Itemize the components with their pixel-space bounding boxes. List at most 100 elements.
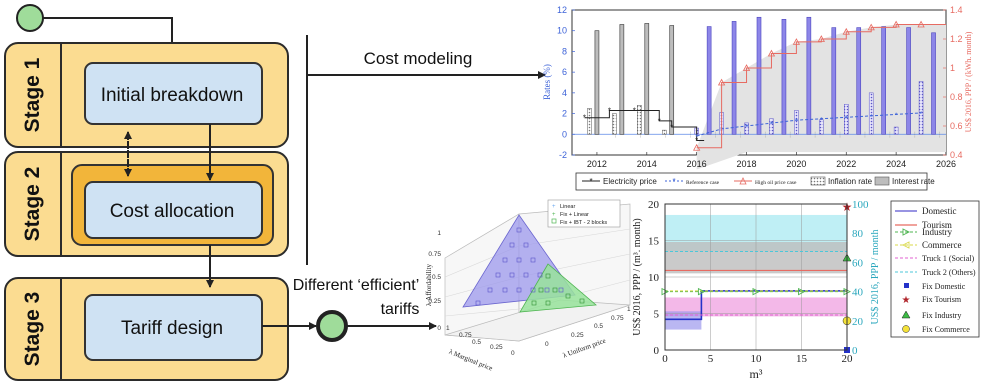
linear-marker bbox=[530, 287, 536, 293]
linear-marker bbox=[509, 242, 515, 248]
high-oil-marker bbox=[692, 143, 701, 151]
ltick-0: 0 bbox=[511, 350, 515, 357]
y2-tick-label: 80 bbox=[852, 228, 864, 240]
legend-high-oil: High oil price case bbox=[755, 180, 797, 186]
svg-text:+: + bbox=[552, 212, 556, 218]
x-tick-label: 2018 bbox=[737, 159, 757, 169]
marginal-axis-label: λ Marginal price bbox=[448, 348, 494, 373]
linear-marker bbox=[537, 272, 543, 278]
interest-bar bbox=[644, 23, 650, 135]
vtick-025: 0.25 bbox=[428, 298, 441, 305]
fix-linear-marker bbox=[579, 298, 585, 304]
electricity-price-marker: * bbox=[583, 114, 586, 123]
start-node bbox=[16, 4, 44, 32]
legend-linear: Linear bbox=[560, 204, 575, 210]
x-tick-label: 2024 bbox=[886, 159, 906, 169]
vtick-0: 0 bbox=[437, 325, 441, 332]
y2-tick-label: 0.8 bbox=[950, 92, 963, 102]
x-tick-label: 0 bbox=[662, 353, 668, 365]
electricity-price-marker: * bbox=[695, 137, 698, 146]
interest-bar bbox=[806, 16, 812, 135]
industry-marker bbox=[798, 287, 806, 296]
legend-fix-tourism: Fix Tourism bbox=[922, 295, 962, 304]
linear-marker bbox=[558, 287, 564, 293]
electricity-price-marker: * bbox=[633, 106, 636, 115]
tariffs-label-line2: tariffs bbox=[381, 301, 420, 318]
interest-bar bbox=[706, 26, 712, 135]
linear-marker bbox=[516, 257, 522, 263]
linear-marker bbox=[495, 272, 501, 278]
y2-tick-label: 1.4 bbox=[950, 5, 963, 15]
y2-tick-label: 0 bbox=[852, 345, 858, 357]
tariff-design-label: Tariff design bbox=[121, 318, 223, 339]
y2-tick-label: 60 bbox=[852, 257, 864, 269]
y-tick-label: 0 bbox=[562, 129, 567, 139]
y2-tick-label: 100 bbox=[852, 199, 869, 211]
svg-text:*: * bbox=[672, 177, 675, 186]
legend-fix-industry: Fix Industry bbox=[922, 311, 961, 320]
reference-case-marker: * bbox=[920, 111, 923, 118]
svg-text:*: * bbox=[589, 177, 592, 186]
initial-breakdown-label: Initial breakdown bbox=[101, 85, 244, 106]
inflation-bar bbox=[844, 104, 849, 135]
industry-marker bbox=[697, 287, 706, 296]
legend-fix-domestic: Fix Domestic bbox=[922, 282, 966, 291]
interest-bar bbox=[856, 27, 862, 135]
fix-linear-marker bbox=[565, 293, 571, 299]
ltick-075: 0.75 bbox=[459, 332, 472, 339]
end-node bbox=[316, 310, 348, 342]
industry-marker bbox=[752, 287, 761, 296]
tariff-legend: Domestic Tourism Industry Commerce Truck… bbox=[890, 200, 980, 338]
interest-bar bbox=[906, 27, 911, 135]
rtick-0: 0 bbox=[545, 341, 549, 348]
y2-tick-label: 0.6 bbox=[950, 121, 963, 131]
x-tick-label: 5 bbox=[708, 353, 714, 365]
legend-industry: Industry bbox=[922, 227, 952, 237]
x-tick-label: 2016 bbox=[687, 159, 707, 169]
legend-reference-case: Reference case bbox=[686, 179, 720, 186]
reference-case-marker: * bbox=[820, 117, 823, 124]
rtick-075: 0.75 bbox=[611, 315, 624, 322]
interest-bar bbox=[756, 16, 762, 135]
linear-marker bbox=[516, 287, 522, 293]
interest-bar bbox=[594, 30, 600, 135]
left-axis-label: US$ 2016, PPP / (m³. month) bbox=[632, 218, 643, 335]
rtick-1: 1 bbox=[627, 306, 631, 313]
left-axis-label: Rates (%) bbox=[542, 64, 552, 100]
reference-case-marker: * bbox=[770, 121, 773, 128]
y2-tick-label: 1 bbox=[950, 63, 955, 73]
cost-allocation-label: Cost allocation bbox=[110, 201, 235, 222]
x-tick-label: 2014 bbox=[637, 159, 657, 169]
uniform-axis-label: λ Uniform price bbox=[562, 337, 607, 360]
x-tick-label: 2012 bbox=[587, 159, 607, 169]
reference-case-marker: * bbox=[845, 115, 848, 122]
y-tick-label: 10 bbox=[557, 26, 567, 36]
high-oil-marker bbox=[792, 38, 801, 45]
x-tick-label: 2020 bbox=[786, 159, 806, 169]
legend-commerce: Commerce bbox=[922, 240, 962, 250]
high-oil-marker bbox=[917, 20, 925, 28]
initial-breakdown-box bbox=[84, 62, 263, 125]
electricity-price-marker: * bbox=[670, 123, 673, 132]
legend: * Electricity price * Reference case Hig… bbox=[575, 172, 935, 191]
y2-tick-label: 0.4 bbox=[950, 150, 963, 160]
y-tick-label: -2 bbox=[559, 150, 567, 160]
x-axis-label: m³ bbox=[750, 367, 763, 381]
interest-bar bbox=[669, 25, 675, 135]
reference-case-marker: * bbox=[695, 134, 698, 141]
legend-inflation-rate: Inflation rate bbox=[828, 177, 873, 186]
vtick-1: 1 bbox=[437, 230, 441, 237]
x-tick-label: 15 bbox=[796, 353, 808, 365]
right-axis-label: US$ 2016, PPP / (kWh. month) bbox=[964, 31, 973, 132]
y-tick-label: 15 bbox=[648, 236, 660, 248]
legend-truck-1: Truck 1 (Social) bbox=[922, 254, 974, 263]
legend-electricity-price: Electricity price bbox=[603, 177, 657, 186]
vtick-05: 0.5 bbox=[432, 274, 441, 281]
y2-tick-label: 1.2 bbox=[950, 34, 963, 44]
cost-modeling-label: Cost modeling bbox=[364, 49, 473, 68]
fix-linear-marker bbox=[538, 287, 544, 293]
linear-marker bbox=[530, 257, 536, 263]
y-tick-label: 20 bbox=[648, 199, 660, 211]
